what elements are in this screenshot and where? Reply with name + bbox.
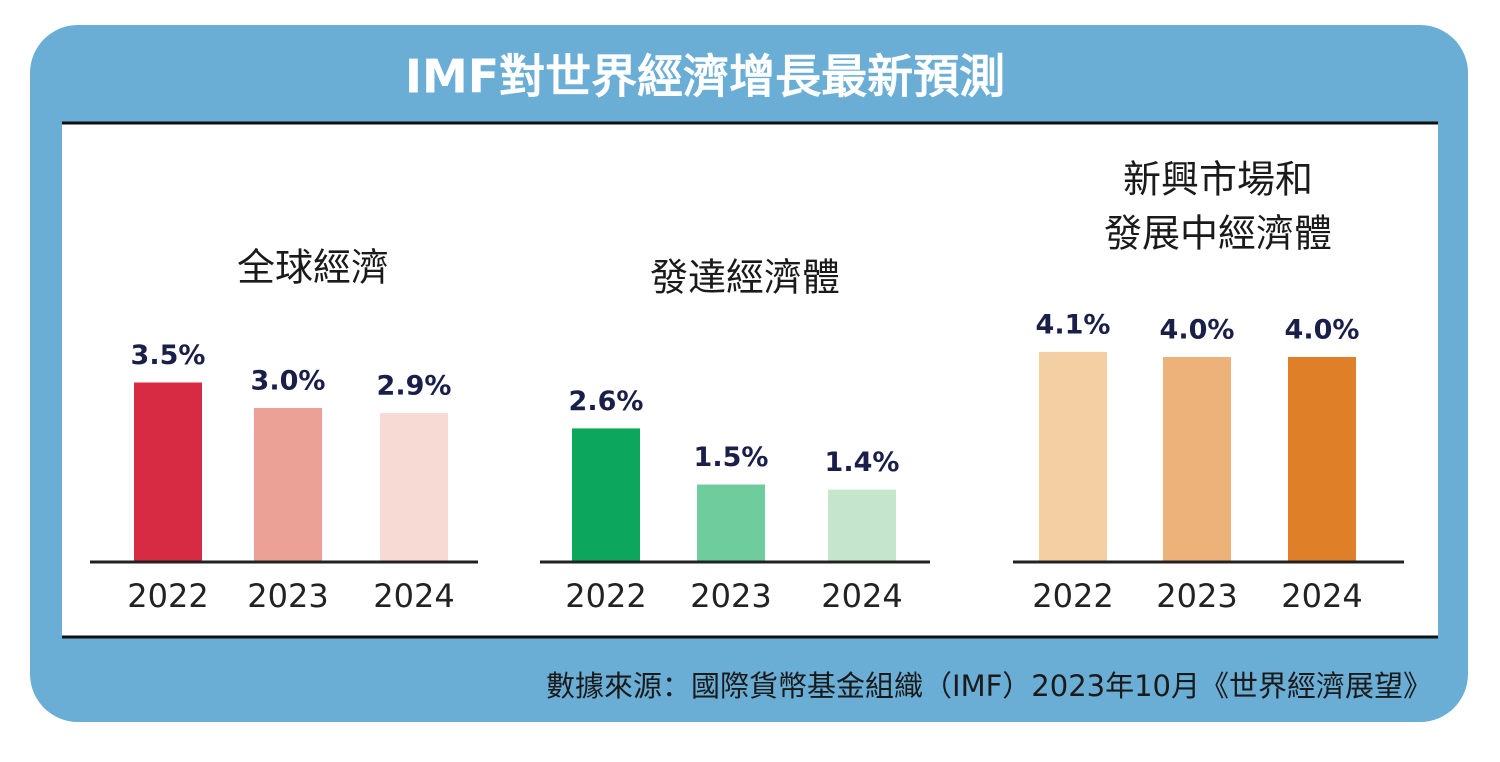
- x-tick-label: 2022: [565, 577, 646, 615]
- value-label: 4.0%: [1285, 315, 1360, 346]
- x-tick-label: 2023: [1156, 577, 1237, 615]
- main-title: IMF對世界經濟增長最新預測: [405, 50, 1005, 104]
- x-tick-label: 2024: [821, 577, 902, 615]
- value-label: 3.5%: [131, 340, 206, 371]
- value-label: 1.5%: [694, 442, 769, 473]
- bar: [254, 408, 322, 561]
- x-tick-label: 2022: [127, 577, 208, 615]
- bar: [380, 413, 448, 561]
- value-label: 4.0%: [1160, 315, 1235, 346]
- value-label: 2.9%: [377, 371, 452, 402]
- bar: [1163, 357, 1231, 561]
- bar: [572, 428, 640, 561]
- x-tick-label: 2023: [690, 577, 771, 615]
- x-tick-label: 2024: [373, 577, 454, 615]
- bar: [697, 484, 765, 561]
- value-label: 1.4%: [825, 447, 900, 478]
- bar: [134, 382, 202, 561]
- chart-title: 全球經濟: [237, 246, 389, 290]
- bar: [1288, 357, 1356, 561]
- x-tick-label: 2022: [1032, 577, 1113, 615]
- chart-title: 新興市場和: [1123, 158, 1313, 202]
- bar: [828, 489, 896, 561]
- value-label: 4.1%: [1036, 309, 1111, 340]
- value-label: 3.0%: [251, 366, 326, 397]
- x-tick-label: 2024: [1281, 577, 1362, 615]
- bar: [1039, 351, 1107, 561]
- chart-title: 發展中經濟體: [1104, 212, 1332, 256]
- source-note: 數據來源：國際貨幣基金組織（IMF）2023年10月《世界經濟展望》: [546, 669, 1432, 703]
- value-label: 2.6%: [569, 386, 644, 417]
- x-tick-label: 2023: [247, 577, 328, 615]
- chart-title: 發達經濟體: [650, 256, 840, 300]
